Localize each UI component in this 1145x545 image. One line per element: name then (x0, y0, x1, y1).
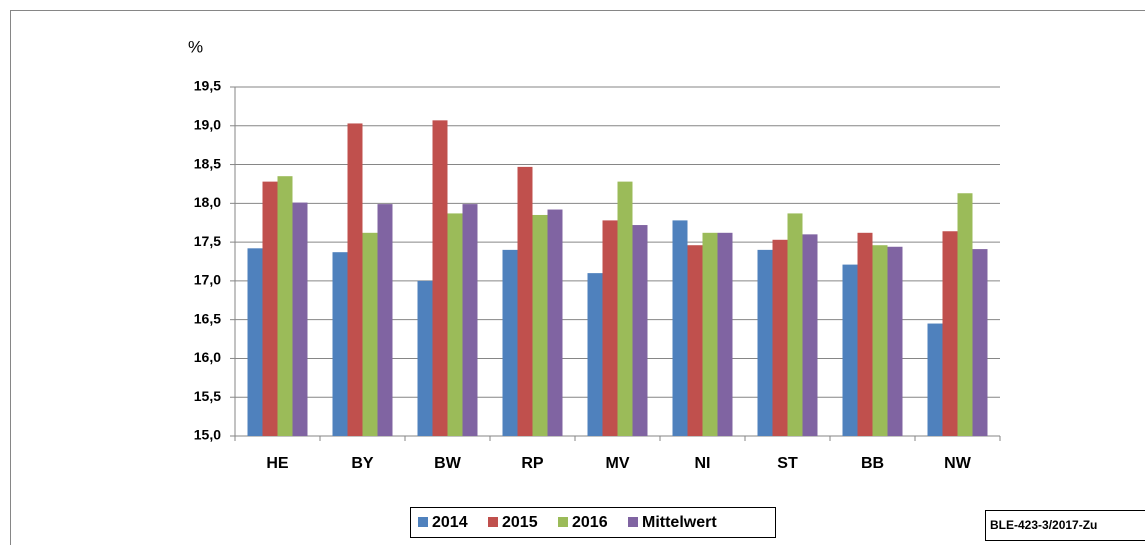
bar (347, 123, 363, 436)
x-tick-label: BW (434, 455, 462, 472)
bar (432, 120, 448, 437)
bar (247, 248, 263, 436)
x-tick-label: ST (777, 455, 798, 472)
bar (292, 202, 308, 436)
bar (262, 181, 278, 436)
legend-label: 2015 (502, 514, 538, 531)
bar (702, 232, 718, 436)
legend-swatch (628, 517, 638, 527)
chart-frame (10, 10, 1145, 545)
bar (957, 193, 973, 436)
x-tick-label: BB (861, 455, 884, 472)
legend-box (410, 507, 776, 538)
legend-swatch (558, 517, 568, 527)
source-box (985, 510, 1145, 541)
bar (757, 249, 773, 436)
bar (587, 273, 603, 436)
y-tick-label: 17,5 (194, 233, 221, 249)
bar (502, 249, 518, 436)
x-tick-label: NI (695, 455, 711, 472)
bar (462, 204, 478, 436)
x-tick-label: NW (944, 455, 972, 472)
bar (377, 204, 393, 436)
bar (872, 245, 888, 436)
bar (772, 239, 788, 436)
x-tick-label: BY (351, 455, 374, 472)
legend-label: 2016 (572, 514, 608, 531)
legend-swatch (488, 517, 498, 527)
bar (332, 252, 348, 436)
bar (887, 246, 903, 436)
bar (787, 213, 803, 436)
y-tick-label: 16,5 (194, 310, 221, 326)
x-tick-label: HE (266, 455, 289, 472)
bar (517, 166, 533, 437)
bar (942, 231, 958, 436)
y-tick-label: 18,5 (194, 155, 221, 171)
bar (532, 214, 548, 436)
y-tick-label: 19,0 (194, 116, 221, 132)
x-tick-label: MV (606, 455, 630, 472)
bar (547, 209, 563, 436)
y-unit: % (188, 37, 203, 56)
bar (717, 232, 733, 436)
legend-label: 2014 (432, 514, 468, 531)
bar (672, 220, 688, 436)
x-tick-label: RP (521, 455, 544, 472)
y-tick-label: 19,5 (194, 78, 221, 94)
bar (277, 176, 293, 436)
bar (617, 181, 633, 436)
bar (417, 280, 433, 436)
y-tick-label: 15,0 (194, 427, 221, 443)
source-note: BLE-423-3/2017-Zu (990, 518, 1097, 532)
y-tick-label: 15,5 (194, 388, 221, 404)
y-tick-label: 17,0 (194, 272, 221, 288)
bar (842, 264, 858, 436)
bar (927, 323, 943, 436)
bar (362, 232, 378, 436)
bar (632, 225, 648, 436)
bar (802, 234, 818, 436)
bar (687, 245, 703, 436)
y-tick-label: 16,0 (194, 349, 221, 365)
bar (447, 213, 463, 436)
bar (972, 249, 988, 436)
legend-label: Mittelwert (642, 514, 717, 531)
legend-swatch (418, 517, 428, 527)
bar (602, 220, 618, 436)
bar (857, 232, 873, 436)
y-tick-label: 18,0 (194, 194, 221, 210)
